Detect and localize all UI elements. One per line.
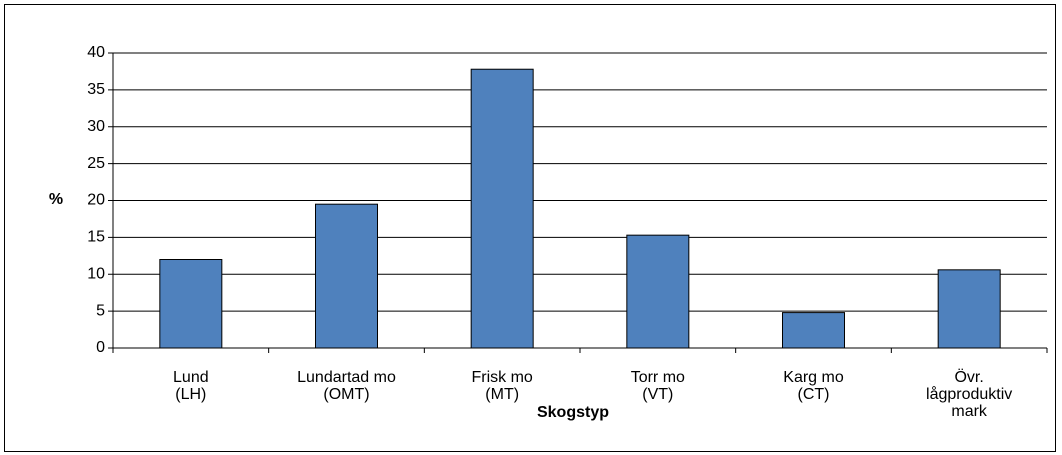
y-tick-label: 25 xyxy=(87,155,105,172)
x-tick-label: Lund xyxy=(173,369,209,386)
y-tick-label: 5 xyxy=(96,302,105,319)
x-tick-label: (CT) xyxy=(798,386,830,403)
bar xyxy=(782,312,845,349)
y-tick-label: 20 xyxy=(87,192,105,209)
y-tick-label: 10 xyxy=(87,265,105,282)
x-tick-label: Frisk mo xyxy=(472,369,533,386)
x-tick-label: (VT) xyxy=(642,386,673,403)
y-tick-label: 30 xyxy=(87,118,105,135)
y-tick-label: 0 xyxy=(96,339,105,356)
x-tick-label: Karg mo xyxy=(783,369,844,386)
x-axis-label: Skogstyp xyxy=(537,404,609,421)
y-tick-label: 40 xyxy=(87,44,105,61)
bar xyxy=(626,234,690,349)
x-tick-label: Lundartad mo xyxy=(297,369,396,386)
y-tick-label: 35 xyxy=(87,81,105,98)
bar xyxy=(470,68,534,349)
bar xyxy=(937,269,1001,349)
x-tick-label: Övr. xyxy=(954,368,983,386)
x-tick-label: (LH) xyxy=(175,386,206,403)
x-tick-label: Torr mo xyxy=(631,369,685,386)
x-tick-label: (OMT) xyxy=(323,386,369,403)
y-tick-label: 15 xyxy=(87,229,105,246)
y-axis-label: % xyxy=(49,191,63,208)
x-tick-label: lågproduktiv xyxy=(926,385,1012,403)
bar xyxy=(159,259,223,349)
x-tick-label: mark xyxy=(951,403,988,420)
x-tick-label: (MT) xyxy=(485,386,519,403)
bar xyxy=(315,203,378,349)
